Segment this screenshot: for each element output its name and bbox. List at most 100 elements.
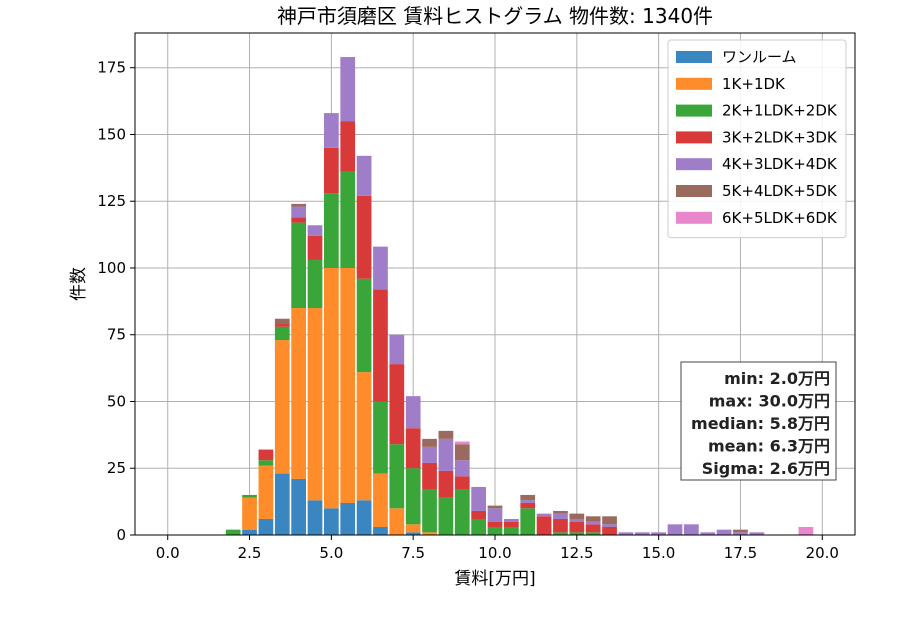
bar-segment-1 <box>307 500 323 535</box>
bar-segment-5 <box>340 57 356 122</box>
x-tick-label: 7.5 <box>401 544 425 562</box>
bar-segment-1 <box>405 532 421 535</box>
bar-segment-2 <box>242 497 257 530</box>
bar-segment-4 <box>454 476 470 490</box>
bar-segment-4 <box>553 518 568 533</box>
bar-segment-5 <box>716 529 732 535</box>
bar-segment-3 <box>274 326 290 341</box>
bar-segment-2 <box>274 340 290 474</box>
bar-segment-5 <box>504 518 519 522</box>
legend-swatch <box>676 104 712 117</box>
bar-segment-5 <box>733 532 748 535</box>
bar-segment-5 <box>602 524 617 527</box>
bar-segment-3 <box>225 529 241 535</box>
chart-title: 神戸市須磨区 賃料ヒストグラム 物件数: 1340件 <box>277 4 713 28</box>
y-tick-label: 175 <box>97 59 126 77</box>
bar-segment-4 <box>487 521 503 527</box>
stats-line: min: 2.0万円 <box>724 369 830 388</box>
legend-swatch <box>676 77 712 90</box>
bar-segment-4 <box>471 510 486 519</box>
bar-segment-5 <box>667 524 683 535</box>
bar-segment-3 <box>405 468 421 525</box>
bar-segment-4 <box>504 521 519 527</box>
bar-segment-1 <box>324 508 339 535</box>
bar-segment-5 <box>634 532 650 535</box>
bar-segment-5 <box>684 524 699 535</box>
bar-segment-1 <box>274 473 290 535</box>
bar-segment-3 <box>454 489 470 535</box>
bar-segment-1 <box>258 518 274 535</box>
bar-segment-6 <box>454 444 470 461</box>
bar-segment-2 <box>324 267 339 509</box>
bar-segment-4 <box>389 364 405 445</box>
x-tick-label: 5.0 <box>319 544 343 562</box>
grid <box>135 33 855 536</box>
bar-segment-3 <box>438 497 454 535</box>
bar-segment-5 <box>389 334 405 365</box>
legend-swatch <box>676 185 712 197</box>
x-tick-label: 10.0 <box>478 544 511 562</box>
legend-frame <box>667 39 847 239</box>
y-tick-label: 75 <box>107 326 126 344</box>
y-axis-label: 件数 <box>69 267 89 301</box>
bar-segment-6 <box>422 438 437 447</box>
bar-segment-6 <box>733 529 748 533</box>
bar-segment-5 <box>307 225 323 236</box>
bar-segment-3 <box>389 444 405 509</box>
bar-segment-3 <box>504 526 519 535</box>
bar-segment-2 <box>307 308 323 501</box>
bar-segment-5 <box>438 438 454 471</box>
bar-segment-3 <box>258 460 274 466</box>
bar-segment-3 <box>356 278 372 373</box>
bar-segment-6 <box>487 505 503 509</box>
bar-segment-2 <box>340 267 356 503</box>
bar-segment-2 <box>405 524 421 533</box>
bar-segment-7 <box>798 526 814 535</box>
bar-segment-5 <box>373 246 388 290</box>
bar-segment-5 <box>569 518 585 522</box>
bar-segment-2 <box>422 532 437 535</box>
bar-segment-3 <box>340 171 356 268</box>
bar-segment-4 <box>422 462 437 490</box>
legend-swatch <box>676 51 712 63</box>
bar-segment-3 <box>487 526 503 535</box>
bar-segment-5 <box>520 500 536 503</box>
bar-segment-6 <box>553 510 568 514</box>
legend-label: ワンルーム <box>722 48 797 66</box>
bar-segment-3 <box>291 222 306 309</box>
bar-segment-4 <box>291 217 306 223</box>
bar-segment-5 <box>749 532 765 535</box>
bar-segment-6 <box>438 430 454 439</box>
bar-segment-5 <box>700 532 716 535</box>
bar-segment-7 <box>454 441 470 445</box>
legend-label: 5K+4LDK+5DK <box>722 182 838 200</box>
legend-label: 2K+1LDK+2DK <box>722 102 838 120</box>
bar-segment-4 <box>373 289 388 402</box>
bar-segment-6 <box>585 516 601 522</box>
bar-segment-2 <box>389 508 405 535</box>
bar-segment-5 <box>536 513 552 517</box>
bar-segment-5 <box>651 532 666 535</box>
bar-segment-5 <box>471 486 486 511</box>
y-tick-label: 0 <box>116 526 126 544</box>
legend-label: 4K+3LDK+4DK <box>722 155 838 173</box>
bar-segment-4 <box>520 502 536 509</box>
bar-segment-4 <box>585 524 601 533</box>
x-axis-label: 賃料[万円] <box>454 569 535 589</box>
bars <box>225 57 814 535</box>
bar-segment-3 <box>422 489 437 533</box>
y-tick-label: 100 <box>97 259 126 277</box>
legend: ワンルーム 1K+1DK 2K+1LDK+2DK 3K+2LDK+3DK 4K+3LDK… <box>667 39 847 239</box>
bar-segment-5 <box>618 532 634 535</box>
bar-segment-3 <box>569 532 585 535</box>
bar-segment-1 <box>242 529 257 535</box>
bar-segment-4 <box>258 449 274 461</box>
stats-line: Sigma: 2.6万円 <box>702 459 830 478</box>
x-tick-label: 12.5 <box>560 544 593 562</box>
stats-line: mean: 6.3万円 <box>708 437 830 456</box>
legend-label: 1K+1DK <box>722 75 786 93</box>
bar-segment-4 <box>602 526 617 535</box>
bar-segment-6 <box>569 513 585 519</box>
bar-segment-5 <box>356 155 372 196</box>
